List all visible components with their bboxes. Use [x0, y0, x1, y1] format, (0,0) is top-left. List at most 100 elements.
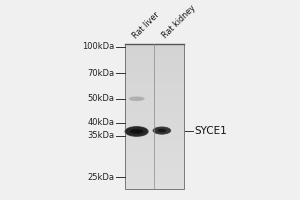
Text: Rat kidney: Rat kidney	[160, 4, 197, 40]
Text: 100kDa: 100kDa	[82, 42, 114, 51]
Bar	[125, 56, 184, 57]
Bar	[125, 156, 184, 157]
Bar	[125, 66, 184, 67]
Bar	[125, 145, 184, 147]
Bar	[125, 51, 184, 53]
Bar	[125, 164, 184, 166]
Bar	[125, 179, 184, 180]
Bar	[125, 109, 184, 111]
Ellipse shape	[129, 97, 144, 101]
Bar	[125, 158, 184, 160]
Ellipse shape	[124, 126, 149, 137]
Bar	[125, 96, 184, 98]
Bar	[125, 148, 184, 150]
Bar	[125, 141, 184, 143]
Bar	[125, 160, 184, 161]
Bar	[125, 187, 184, 189]
Ellipse shape	[125, 127, 148, 136]
Ellipse shape	[125, 127, 148, 136]
Bar	[125, 132, 184, 134]
Bar	[125, 92, 184, 93]
Bar	[125, 170, 184, 172]
Bar	[125, 129, 184, 131]
Ellipse shape	[124, 126, 149, 137]
Bar	[125, 80, 184, 82]
Bar	[125, 82, 184, 83]
Bar	[125, 154, 184, 156]
Bar	[125, 44, 184, 189]
Ellipse shape	[153, 127, 171, 134]
Bar	[125, 95, 184, 96]
Ellipse shape	[129, 97, 144, 101]
Bar	[125, 138, 184, 140]
Bar	[125, 176, 184, 177]
Bar	[125, 186, 184, 187]
Bar	[125, 128, 184, 129]
Bar	[125, 47, 184, 48]
Bar	[125, 177, 184, 179]
Bar	[125, 174, 184, 176]
Bar	[125, 112, 184, 114]
Bar	[125, 98, 184, 99]
Text: 50kDa: 50kDa	[87, 94, 114, 103]
Ellipse shape	[128, 96, 145, 101]
Bar	[125, 185, 184, 186]
Bar	[125, 135, 184, 137]
Bar	[125, 166, 184, 167]
Bar	[125, 77, 184, 79]
Bar	[125, 57, 184, 58]
Ellipse shape	[125, 126, 148, 137]
Bar	[125, 108, 184, 109]
Ellipse shape	[124, 126, 149, 137]
Bar	[125, 76, 184, 77]
Ellipse shape	[125, 127, 148, 136]
Bar	[125, 119, 184, 121]
Bar	[125, 124, 184, 125]
Text: 35kDa: 35kDa	[87, 131, 114, 140]
Ellipse shape	[124, 126, 149, 137]
Text: SYCE1: SYCE1	[195, 126, 227, 136]
Ellipse shape	[152, 126, 171, 135]
Bar	[125, 105, 184, 106]
Text: 25kDa: 25kDa	[87, 173, 114, 182]
Bar	[125, 54, 184, 56]
Ellipse shape	[153, 127, 170, 134]
Bar	[125, 102, 184, 103]
Bar	[125, 79, 184, 80]
Bar	[125, 151, 184, 153]
Bar	[125, 63, 184, 64]
Bar	[125, 69, 184, 70]
Bar	[125, 50, 184, 51]
Text: Rat liver: Rat liver	[131, 10, 161, 40]
Ellipse shape	[130, 129, 143, 134]
Bar	[125, 89, 184, 90]
Bar	[125, 83, 184, 85]
Bar	[125, 173, 184, 174]
Bar	[125, 127, 184, 128]
Bar	[125, 90, 184, 92]
Bar	[125, 118, 184, 119]
Bar	[125, 153, 184, 154]
Text: 40kDa: 40kDa	[87, 118, 114, 127]
Bar	[125, 44, 184, 45]
Ellipse shape	[153, 127, 171, 135]
Ellipse shape	[125, 126, 148, 137]
Bar	[125, 61, 184, 63]
Ellipse shape	[129, 97, 145, 101]
Bar	[125, 74, 184, 76]
Bar	[125, 172, 184, 173]
Bar	[125, 115, 184, 116]
Bar	[125, 64, 184, 66]
Bar	[125, 86, 184, 87]
Bar	[125, 150, 184, 151]
Bar	[125, 183, 184, 185]
Bar	[125, 137, 184, 138]
Bar	[125, 72, 184, 73]
Bar	[125, 180, 184, 182]
Bar	[125, 143, 184, 144]
Bar	[125, 134, 184, 135]
Bar	[125, 169, 184, 170]
Bar	[125, 182, 184, 183]
Bar	[125, 67, 184, 69]
Bar	[125, 167, 184, 169]
